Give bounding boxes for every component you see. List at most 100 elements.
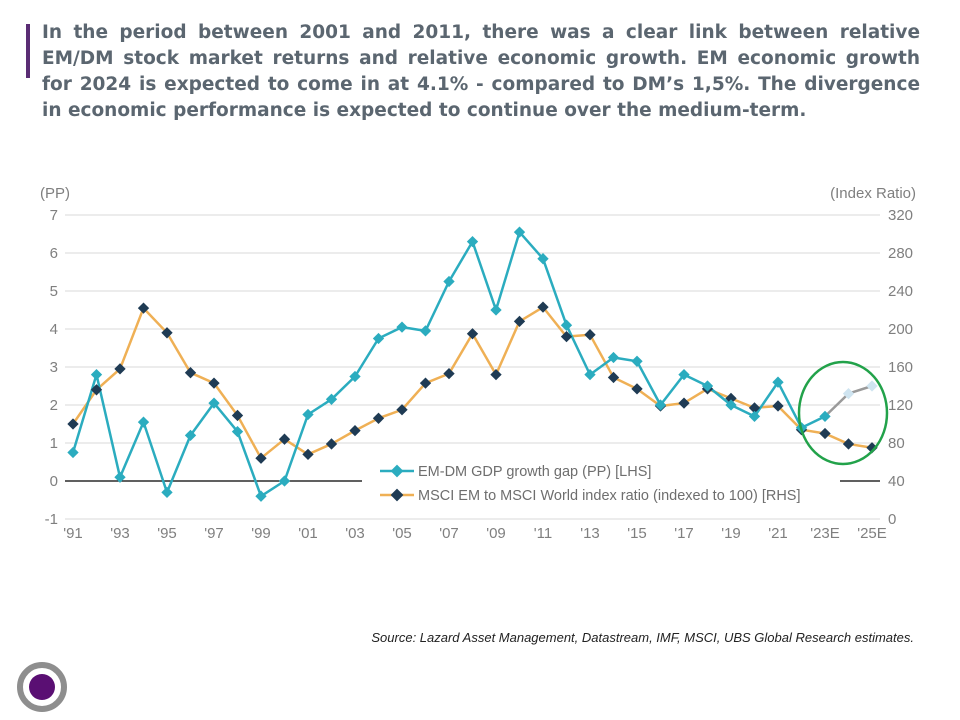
gdp-gap-point — [278, 475, 291, 487]
gdp-gap-point — [678, 368, 690, 381]
forecast-highlight-circle — [797, 360, 889, 466]
x-tick-label: '15 — [627, 525, 647, 542]
gdp-gap-point — [302, 408, 314, 421]
x-tick-label: '21 — [768, 525, 788, 542]
msci-ratio-point — [842, 438, 855, 450]
right-tick-label: 200 — [888, 321, 913, 338]
gdp-gap-point — [372, 332, 385, 345]
msci-ratio-point — [466, 328, 479, 340]
gdp-gap-point — [701, 380, 714, 392]
x-tick-label: '99 — [251, 525, 271, 542]
gdp-gap-point — [255, 490, 267, 502]
x-tick-label: '17 — [674, 525, 694, 542]
right-tick-label: 40 — [888, 473, 905, 490]
gdp-gap-point — [419, 325, 432, 337]
msci-ratio-point — [490, 368, 502, 381]
left-tick-label: 3 — [50, 359, 58, 376]
gdp-gap-point — [584, 368, 596, 381]
x-tick-label: '23E — [810, 525, 840, 542]
gdp-gap-point — [90, 368, 103, 381]
msci-ratio-point — [560, 330, 573, 343]
right-tick-label: 0 — [888, 511, 896, 528]
gdp-gap-point — [161, 486, 173, 499]
legend-msci-marker — [390, 488, 404, 502]
msci-ratio-point — [607, 371, 620, 384]
right-tick-label: 320 — [888, 207, 913, 224]
gdp-gap-forecast-point — [842, 387, 855, 400]
x-tick-label: '05 — [392, 525, 412, 542]
gdp-gap-point — [772, 376, 784, 388]
msci-ratio-point — [349, 424, 361, 437]
msci-ratio-point — [772, 400, 784, 412]
gdp-gap-point — [631, 355, 643, 367]
gdp-gap-point — [137, 416, 150, 428]
msci-ratio-point — [208, 377, 220, 389]
left-axis-ticks: -1 0 1 2 3 4 5 6 7 — [45, 207, 58, 528]
left-tick-label: 0 — [50, 473, 58, 490]
right-axis-ticks: 0 40 80 120 160 200 240 280 320 — [888, 207, 913, 528]
gdp-gap-point — [537, 253, 549, 265]
right-tick-label: 80 — [888, 435, 905, 452]
msci-ratio-point — [372, 412, 385, 424]
left-tick-label: 4 — [50, 321, 58, 338]
right-tick-label: 240 — [888, 283, 913, 300]
x-tick-label: '03 — [345, 525, 365, 542]
gdp-gap-point — [396, 321, 408, 333]
accent-bar — [26, 24, 30, 78]
em-dm-chart: (PP) (Index Ratio) -1 0 1 2 3 4 5 6 7 0 40 80 120 16… — [40, 185, 916, 542]
gdp-gap-point — [231, 425, 244, 438]
x-tick-label: '01 — [298, 525, 318, 542]
msci-ratio-point — [419, 377, 432, 389]
left-tick-label: -1 — [45, 511, 58, 528]
right-axis-label: (Index Ratio) — [830, 185, 916, 202]
gdp-gap-point — [490, 304, 502, 316]
x-axis-ticks: '91 '93 '95 '97 '99 '01 '03 '05 '07 '09 '11 '13 '15 '… — [63, 525, 887, 542]
msci-ratio-point — [325, 438, 338, 450]
gdp-gap-point — [349, 370, 361, 383]
msci-ratio-point — [819, 427, 831, 440]
left-axis-label: (PP) — [40, 185, 70, 202]
gdp-gap-point — [325, 393, 338, 405]
legend: EM-DM GDP growth gap (PP) [LHS] MSCI EM … — [380, 464, 801, 504]
headline: In the period between 2001 and 2011, the… — [42, 22, 920, 121]
gdp-gap-point — [654, 399, 667, 411]
msci-ratio-point — [513, 315, 526, 328]
msci-ratio-point — [631, 383, 643, 395]
left-tick-label: 1 — [50, 435, 58, 452]
legend-gdp-label: EM-DM GDP growth gap (PP) [LHS] — [418, 464, 651, 480]
x-tick-label: '91 — [63, 525, 83, 542]
gdp-gap-point — [725, 399, 737, 411]
gdp-gap-point — [67, 446, 79, 459]
x-tick-label: '19 — [721, 525, 741, 542]
left-tick-label: 6 — [50, 245, 58, 262]
gdp-gap-point — [748, 410, 761, 423]
left-tick-label: 7 — [50, 207, 58, 224]
gdp-gap-point — [443, 275, 455, 288]
msci-ratio-point — [184, 367, 197, 379]
msci-ratio-point — [161, 327, 173, 339]
msci-ratio-point — [278, 433, 291, 445]
msci-ratio-point — [537, 301, 549, 313]
msci-ratio-point — [678, 397, 690, 409]
msci-ratio-point — [396, 404, 408, 416]
gdp-gap-forecast-point — [866, 380, 878, 392]
msci-ratio-point — [866, 442, 878, 454]
msci-ratio-point — [302, 448, 314, 461]
x-tick-label: '97 — [204, 525, 224, 542]
x-tick-label: '95 — [157, 525, 177, 542]
source-note: Source: Lazard Asset Management, Datastr… — [371, 630, 914, 645]
gdp-gap-point — [184, 429, 197, 442]
msci-ratio-point — [443, 367, 455, 380]
right-tick-label: 280 — [888, 245, 913, 262]
msci-ratio-point — [725, 392, 737, 405]
right-tick-label: 120 — [888, 397, 913, 414]
left-tick-label: 2 — [50, 397, 58, 414]
msci-ratio-point — [137, 302, 150, 314]
msci-ratio-point — [584, 329, 596, 341]
gdp-gap-point — [208, 397, 220, 409]
series-layer — [67, 226, 878, 502]
legend-msci-label: MSCI EM to MSCI World index ratio (index… — [418, 488, 801, 504]
x-tick-label: '25E — [857, 525, 887, 542]
gdp-gap-point — [607, 351, 620, 364]
x-tick-label: '11 — [534, 525, 552, 542]
